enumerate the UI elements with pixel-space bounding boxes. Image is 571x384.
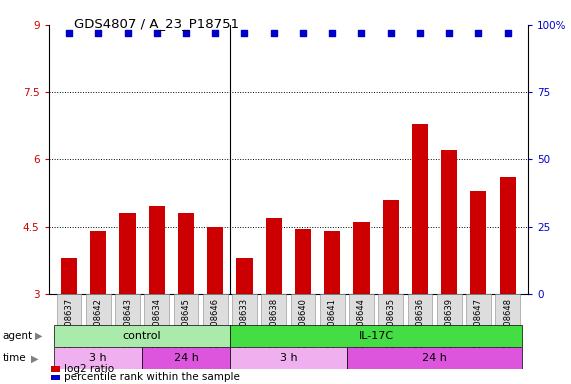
Bar (383, 200, 399, 384)
FancyBboxPatch shape (495, 294, 520, 354)
Text: GSM808639: GSM808639 (445, 298, 454, 349)
Point (94, 30, 103, 36)
FancyBboxPatch shape (437, 294, 461, 354)
Bar (207, 227, 223, 384)
FancyBboxPatch shape (54, 347, 142, 369)
Text: ▶: ▶ (35, 331, 43, 341)
Point (123, 30, 132, 36)
Text: control: control (123, 331, 162, 341)
FancyBboxPatch shape (115, 294, 140, 354)
Text: GSM808635: GSM808635 (386, 298, 395, 349)
Point (357, 30, 366, 36)
FancyBboxPatch shape (57, 294, 82, 354)
Bar (441, 151, 457, 384)
Point (415, 30, 424, 36)
Bar (266, 218, 282, 384)
FancyBboxPatch shape (230, 325, 522, 347)
Bar (295, 229, 311, 384)
Text: GSM808645: GSM808645 (182, 298, 191, 349)
Point (328, 30, 337, 36)
Point (152, 30, 162, 36)
FancyBboxPatch shape (232, 294, 257, 354)
Text: GSM808647: GSM808647 (474, 298, 483, 349)
Text: GSM808641: GSM808641 (328, 298, 337, 349)
Text: GSM808646: GSM808646 (211, 298, 220, 349)
FancyBboxPatch shape (291, 294, 315, 354)
Point (65, 30, 74, 36)
Text: 3 h: 3 h (280, 353, 297, 363)
Point (474, 30, 483, 36)
Point (182, 30, 191, 36)
Text: GSM808637: GSM808637 (65, 298, 74, 349)
Text: GSM808642: GSM808642 (94, 298, 103, 349)
Point (211, 30, 220, 36)
FancyBboxPatch shape (142, 347, 230, 369)
Text: ▶: ▶ (31, 353, 39, 363)
Bar (324, 231, 340, 384)
FancyBboxPatch shape (144, 294, 169, 354)
Bar (500, 177, 516, 384)
FancyBboxPatch shape (54, 325, 230, 347)
FancyBboxPatch shape (262, 294, 286, 354)
FancyBboxPatch shape (379, 294, 403, 354)
Bar (148, 207, 165, 384)
FancyBboxPatch shape (203, 294, 228, 354)
Bar (236, 258, 252, 384)
Bar (178, 213, 194, 384)
Text: GDS4807 / A_23_P18751: GDS4807 / A_23_P18751 (74, 17, 239, 30)
Text: time: time (3, 353, 26, 363)
Point (240, 30, 249, 36)
Point (269, 30, 278, 36)
FancyBboxPatch shape (230, 347, 347, 369)
Text: 24 h: 24 h (174, 353, 199, 363)
Bar (61, 258, 77, 384)
Text: GSM808634: GSM808634 (152, 298, 161, 349)
Text: 3 h: 3 h (90, 353, 107, 363)
FancyBboxPatch shape (466, 294, 491, 354)
Point (445, 30, 454, 36)
FancyBboxPatch shape (174, 294, 199, 354)
Bar (412, 124, 428, 384)
Text: agent: agent (3, 331, 33, 341)
FancyBboxPatch shape (408, 294, 432, 354)
FancyBboxPatch shape (347, 347, 522, 369)
Text: percentile rank within the sample: percentile rank within the sample (64, 372, 240, 382)
Text: GSM808633: GSM808633 (240, 298, 249, 349)
FancyBboxPatch shape (320, 294, 345, 354)
Text: GSM808636: GSM808636 (416, 298, 424, 349)
Point (386, 30, 395, 36)
FancyBboxPatch shape (86, 294, 111, 354)
Bar (119, 213, 135, 384)
Text: GSM808644: GSM808644 (357, 298, 366, 349)
Text: GSM808648: GSM808648 (503, 298, 512, 349)
Text: GSM808638: GSM808638 (270, 298, 278, 349)
Point (299, 30, 308, 36)
Bar (471, 191, 486, 384)
Bar (353, 222, 369, 384)
FancyBboxPatch shape (349, 294, 374, 354)
Text: IL-17C: IL-17C (359, 331, 393, 341)
Text: 24 h: 24 h (422, 353, 447, 363)
Text: GSM808640: GSM808640 (299, 298, 307, 349)
Bar (90, 231, 106, 384)
Point (503, 30, 512, 36)
Text: GSM808643: GSM808643 (123, 298, 132, 349)
Text: log2 ratio: log2 ratio (64, 364, 114, 374)
